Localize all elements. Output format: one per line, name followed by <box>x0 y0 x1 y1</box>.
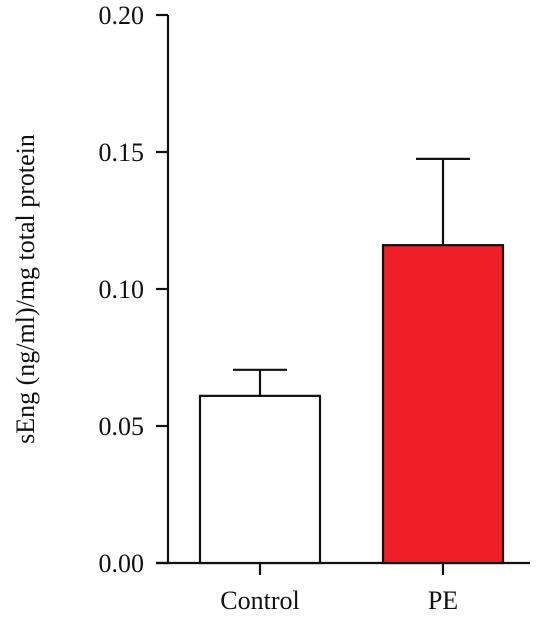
error-bars <box>233 157 470 396</box>
error-bar-control <box>233 368 287 396</box>
y-tick-label: 0.10 <box>99 275 145 304</box>
y-tick-label: 0.00 <box>99 549 145 578</box>
y-axis: 0.00 0.05 0.10 0.15 0.20 <box>99 1 170 578</box>
x-tick-label: PE <box>428 586 458 615</box>
error-bar-pe <box>416 157 470 246</box>
x-tick-label: Control <box>220 586 299 615</box>
y-tick-label: 0.20 <box>99 1 145 30</box>
y-axis-label: sEng (ng/ml)/mg total protein <box>11 134 40 444</box>
y-tick-label: 0.05 <box>99 412 145 441</box>
x-axis: Control PE <box>156 561 530 615</box>
bars <box>198 244 505 565</box>
y-tick-label: 0.15 <box>99 138 145 167</box>
bar-control <box>198 394 322 565</box>
bar-pe <box>381 244 505 565</box>
